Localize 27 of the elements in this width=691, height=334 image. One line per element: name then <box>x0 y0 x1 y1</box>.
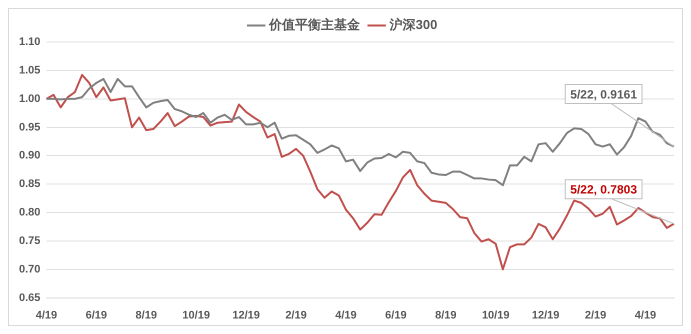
legend-label: 价值平衡主基金 <box>268 17 362 32</box>
data-label: 5/22, 0.7803 <box>570 182 638 197</box>
y-tick-label: 1.10 <box>18 36 40 48</box>
x-tick-label: 4/19 <box>36 309 58 322</box>
data-label: 5/22, 0.9161 <box>570 87 638 102</box>
y-tick-label: 0.80 <box>18 206 40 219</box>
x-tick-label: 2/19 <box>285 309 307 322</box>
x-tick-label: 6/19 <box>86 309 108 322</box>
x-tick-label: 12/19 <box>532 309 560 322</box>
x-tick-label: 10/19 <box>182 309 210 322</box>
y-tick-label: 0.75 <box>18 234 40 247</box>
x-tick-label: 8/19 <box>136 309 157 322</box>
y-tick-label: 0.70 <box>18 263 40 276</box>
y-tick-label: 0.95 <box>18 121 40 134</box>
x-tick-label: 6/19 <box>385 309 407 322</box>
y-tick-label: 1.05 <box>18 64 40 76</box>
x-tick-label: 12/19 <box>232 309 260 322</box>
y-tick-label: 0.85 <box>18 178 40 190</box>
y-tick-label: 1.00 <box>18 92 40 105</box>
y-tick-label: 0.65 <box>18 292 40 304</box>
legend-label: 沪深300 <box>388 17 438 32</box>
x-tick-label: 4/19 <box>335 309 357 322</box>
x-tick-label: 2/19 <box>584 309 606 322</box>
x-tick-label: 10/19 <box>482 309 510 322</box>
y-tick-label: 0.90 <box>18 150 40 162</box>
x-tick-label: 4/19 <box>634 309 656 322</box>
x-tick-label: 8/19 <box>435 309 456 322</box>
